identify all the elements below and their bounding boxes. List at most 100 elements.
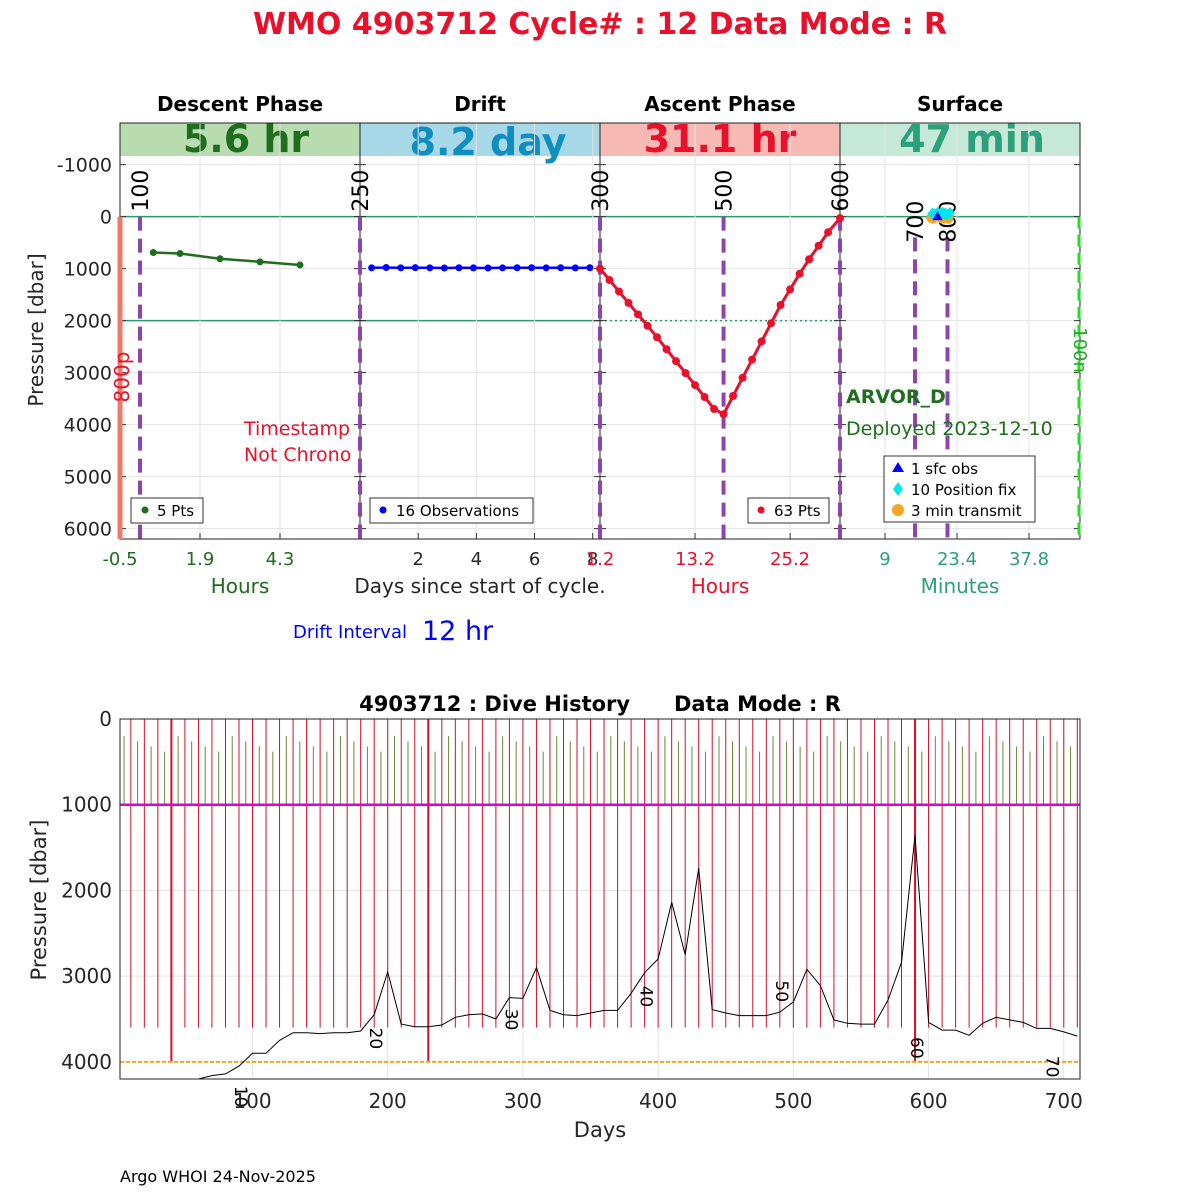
- cycle-number-label: 20: [365, 1028, 385, 1050]
- history-axes: 0 1000 2000 3000 4000 100 200 300 400 500 600 700: [61, 707, 1083, 1113]
- ascent-legend-text: 63 Pts: [774, 502, 821, 520]
- float-type-label: ARVOR_D: [846, 386, 946, 408]
- top-y-tick-label: 4000: [64, 415, 112, 437]
- profile-point: [757, 337, 766, 346]
- cycle-marker-label: 300: [589, 170, 614, 212]
- top-x-tick-label: 1.9: [186, 549, 215, 570]
- profile-point: [596, 264, 604, 273]
- ascent-band: [600, 123, 840, 156]
- profile-point: [738, 373, 747, 382]
- timestamp-note-line2: Not Chrono: [244, 444, 351, 466]
- profile-point: [382, 264, 390, 272]
- cycle-number-label: 10: [230, 1086, 250, 1108]
- profile-point: [368, 264, 376, 272]
- profile-point: [149, 248, 157, 256]
- profile-point: [296, 261, 304, 269]
- profile-point: [624, 298, 633, 307]
- profile-point: [710, 405, 719, 413]
- profile-point: [795, 269, 804, 278]
- cycle-number-label: 50: [771, 980, 791, 1002]
- profile-point: [824, 228, 833, 237]
- profile-point: [805, 255, 814, 264]
- profile-point: [814, 241, 823, 250]
- top-x-tick-label: 1.2: [586, 549, 615, 570]
- profile-point: [719, 410, 728, 419]
- ascent-unit-label: Hours: [691, 574, 750, 598]
- profile-point: [605, 276, 614, 285]
- surface-side-label: 100n: [1069, 327, 1090, 373]
- x-unit-labels: Hours Days since start of cycle. Hours M…: [211, 574, 1000, 598]
- cycle-number-label: 30: [500, 1009, 520, 1031]
- sfc-obs-point: [932, 211, 943, 221]
- history-x-tick-label: 300: [504, 1089, 542, 1113]
- profile-point: [662, 345, 671, 354]
- profile-point: [767, 319, 776, 328]
- profile-point: [499, 264, 507, 272]
- top-y-tick-label: 5000: [64, 467, 112, 489]
- history-x-axis-label: Days: [574, 1118, 626, 1142]
- history-grid: [120, 718, 1080, 1079]
- drift-interval-label: Drift Interval: [293, 622, 407, 643]
- history-x-tick-label: 400: [639, 1089, 677, 1113]
- profile-point: [484, 264, 492, 272]
- profile-point: [411, 264, 419, 272]
- history-x-tick-label: 200: [369, 1089, 407, 1113]
- top-x-tick-label: 4.3: [266, 549, 295, 570]
- phase-durations: 5.6 hr 8.2 day 31.1 hr 47 min: [183, 117, 1045, 164]
- surface-duration: 47 min: [899, 117, 1045, 161]
- profile-point: [586, 264, 594, 272]
- descent-phase-label: Descent Phase: [157, 92, 323, 116]
- position-fix-legend-text: 10 Position fix: [911, 481, 1016, 499]
- drift-legend-marker: [379, 506, 387, 514]
- descent-band: [120, 123, 360, 156]
- drift-phase-label: Drift: [454, 92, 506, 116]
- top-y-tick-label: 2000: [64, 311, 112, 333]
- top-x-tick-label: 13.2: [675, 549, 715, 570]
- drift-band: [360, 123, 600, 156]
- top-axes: -1000 0 1000 2000 3000 4000 5000 6000 -0.5 1.9 4.3…: [57, 122, 1081, 570]
- top-y-tick-label: 6000: [64, 519, 112, 541]
- position-fix-legend-marker: [893, 482, 903, 496]
- surface-legend: 1 sfc obs 10 Position fix 3 min transmit: [883, 455, 1036, 523]
- profile-point: [836, 214, 844, 223]
- descent-legend: 5 Pts: [130, 497, 204, 524]
- ascent-legend: 63 Pts: [747, 497, 830, 524]
- top-y-tick-label: 3000: [64, 363, 112, 385]
- top-x-tick-label: 8: [587, 549, 598, 570]
- top-y-axis-label: Pressure [dbar]: [24, 253, 48, 406]
- cycle-marker-label: 100: [129, 170, 154, 212]
- profile-point: [426, 264, 434, 272]
- profile-point: [397, 264, 405, 272]
- history-y-tick-label: 2000: [61, 878, 112, 902]
- drift-interval-value: 12 hr: [422, 616, 494, 647]
- descent-side-label: 800p: [110, 352, 134, 403]
- bottom-depth-line: [184, 835, 1078, 1080]
- surface-unit-label: Minutes: [921, 574, 1000, 598]
- descent-legend-text: 5 Pts: [157, 502, 194, 520]
- profile-point: [469, 264, 477, 272]
- profile-point: [513, 264, 521, 272]
- sfc-obs-legend-marker: [892, 462, 904, 472]
- ascent-legend-marker: [757, 506, 765, 514]
- descent-legend-marker: [141, 506, 149, 514]
- cycle-number-label: 70: [1041, 1056, 1061, 1078]
- profile-point: [729, 392, 738, 400]
- surface-band: [840, 123, 1080, 156]
- profile-point: [776, 301, 785, 309]
- profile-point: [528, 264, 536, 272]
- top-x-tick-label: 25.2: [770, 549, 810, 570]
- dive-history-chart: 4903712 : Dive History Data Mode : R 10 2…: [27, 692, 1083, 1142]
- surface-phase-label: Surface: [917, 92, 1003, 116]
- profile-point: [786, 285, 795, 294]
- profile-point: [615, 287, 624, 296]
- transmit-legend-marker: [892, 504, 904, 516]
- profile-line: [153, 251, 301, 267]
- footer-credit: Argo WHOI 24-Nov-2025: [120, 1167, 316, 1186]
- ascent-phase-label: Ascent Phase: [644, 92, 795, 116]
- drift-duration: 8.2 day: [410, 120, 567, 164]
- history-x-tick-label: 600: [909, 1089, 947, 1113]
- top-y-tick-label: 1000: [64, 259, 112, 281]
- deployed-label: Deployed 2023-12-10: [846, 418, 1053, 440]
- top-x-tick-label: -0.5: [102, 549, 137, 570]
